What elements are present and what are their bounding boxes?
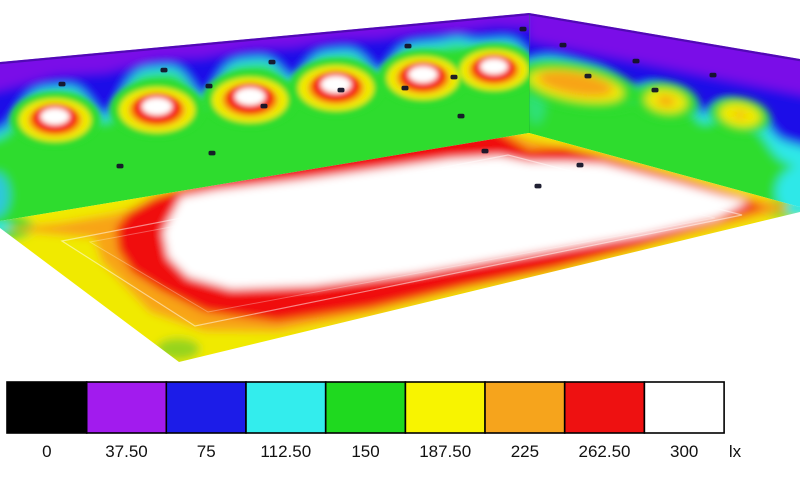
svg-text:150: 150 (351, 442, 379, 461)
svg-text:187.50: 187.50 (419, 442, 471, 461)
svg-text:300: 300 (670, 442, 698, 461)
svg-text:225: 225 (511, 442, 539, 461)
svg-text:0: 0 (42, 442, 51, 461)
svg-text:75: 75 (197, 442, 216, 461)
svg-text:lx: lx (729, 442, 742, 461)
svg-text:37.50: 37.50 (105, 442, 148, 461)
svg-text:262.50: 262.50 (579, 442, 631, 461)
svg-text:112.50: 112.50 (260, 442, 311, 461)
